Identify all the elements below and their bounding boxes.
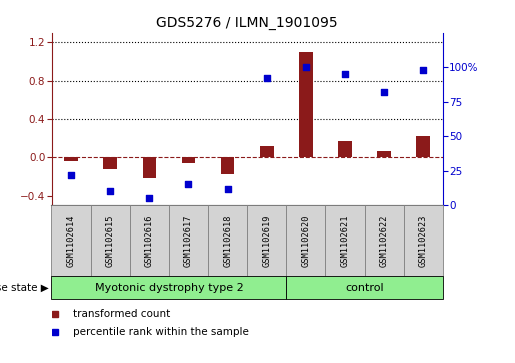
Text: GSM1102618: GSM1102618 — [223, 214, 232, 267]
Bar — [286, 276, 443, 299]
Text: GSM1102620: GSM1102620 — [301, 214, 311, 267]
Text: transformed count: transformed count — [73, 309, 170, 319]
Bar — [52, 276, 286, 299]
Point — [341, 71, 349, 77]
Point — [263, 75, 271, 81]
Point — [224, 185, 232, 191]
Bar — [208, 205, 247, 276]
Point — [380, 89, 388, 95]
Text: GSM1102616: GSM1102616 — [145, 214, 154, 267]
Text: Myotonic dystrophy type 2: Myotonic dystrophy type 2 — [95, 283, 243, 293]
Bar — [143, 157, 156, 178]
Bar — [91, 205, 130, 276]
Bar — [247, 205, 286, 276]
Point — [302, 64, 310, 70]
Bar — [182, 157, 195, 163]
Bar — [404, 205, 443, 276]
Point — [145, 195, 153, 201]
Bar — [286, 205, 325, 276]
Point — [67, 172, 75, 178]
Text: GSM1102615: GSM1102615 — [106, 214, 115, 267]
Bar — [338, 141, 352, 157]
Title: GDS5276 / ILMN_1901095: GDS5276 / ILMN_1901095 — [157, 16, 338, 30]
Text: GSM1102617: GSM1102617 — [184, 214, 193, 267]
Point — [106, 188, 114, 194]
Bar — [325, 205, 365, 276]
Bar — [52, 205, 91, 276]
Bar — [377, 151, 391, 157]
Point — [184, 182, 193, 187]
Text: percentile rank within the sample: percentile rank within the sample — [73, 327, 249, 337]
Text: GSM1102623: GSM1102623 — [419, 214, 428, 267]
Text: disease state ▶: disease state ▶ — [0, 283, 49, 293]
Text: control: control — [345, 283, 384, 293]
Bar — [169, 205, 208, 276]
Bar — [260, 146, 273, 157]
Bar — [365, 205, 404, 276]
Bar — [130, 205, 169, 276]
Point — [419, 67, 427, 73]
Text: GSM1102622: GSM1102622 — [380, 214, 389, 267]
Bar — [299, 52, 313, 157]
Bar — [221, 157, 234, 175]
Bar — [64, 157, 78, 161]
Bar — [104, 157, 117, 169]
Text: GSM1102614: GSM1102614 — [66, 214, 76, 267]
Text: GSM1102621: GSM1102621 — [340, 214, 350, 267]
Text: GSM1102619: GSM1102619 — [262, 214, 271, 267]
Bar — [417, 136, 430, 157]
